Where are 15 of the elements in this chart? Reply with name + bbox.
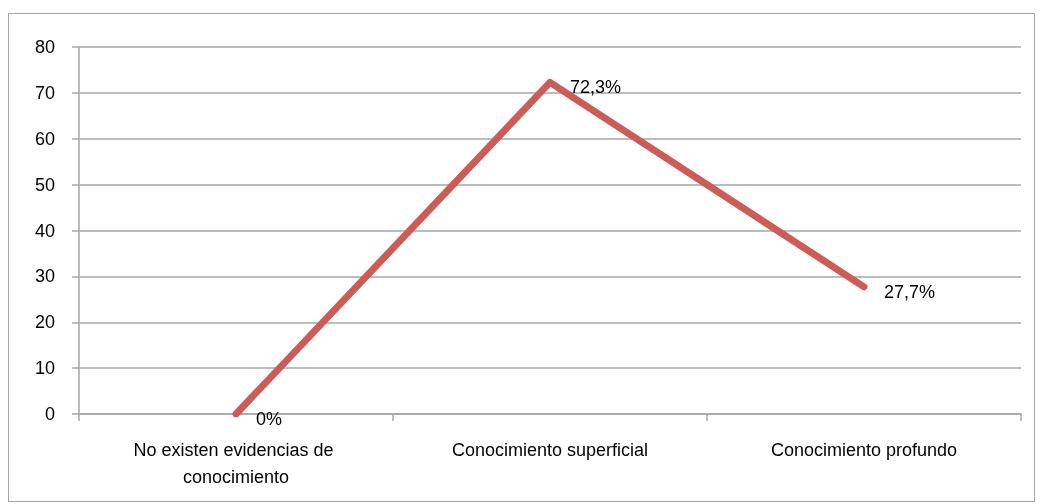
x-tick-label: No existen evidencias de conocimiento xyxy=(133,439,339,487)
y-tick-label: 0 xyxy=(44,404,55,424)
y-tick-label: 80 xyxy=(34,37,55,57)
y-tick-label: 50 xyxy=(34,174,55,195)
y-tick-label: 60 xyxy=(34,128,55,149)
y-tick-label: 70 xyxy=(34,82,55,103)
y-tick-label: 20 xyxy=(34,312,55,333)
data-label: 27,7% xyxy=(884,281,936,302)
data-label: 72,3% xyxy=(570,77,622,98)
y-tick-label: 40 xyxy=(34,220,55,241)
x-tick-label: Conocimiento superficial xyxy=(451,439,649,460)
y-tick-label: 30 xyxy=(34,266,55,287)
data-label: 0% xyxy=(256,409,283,429)
x-tick-label: Conocimiento profundo xyxy=(770,439,958,460)
y-tick-label: 10 xyxy=(34,358,55,379)
